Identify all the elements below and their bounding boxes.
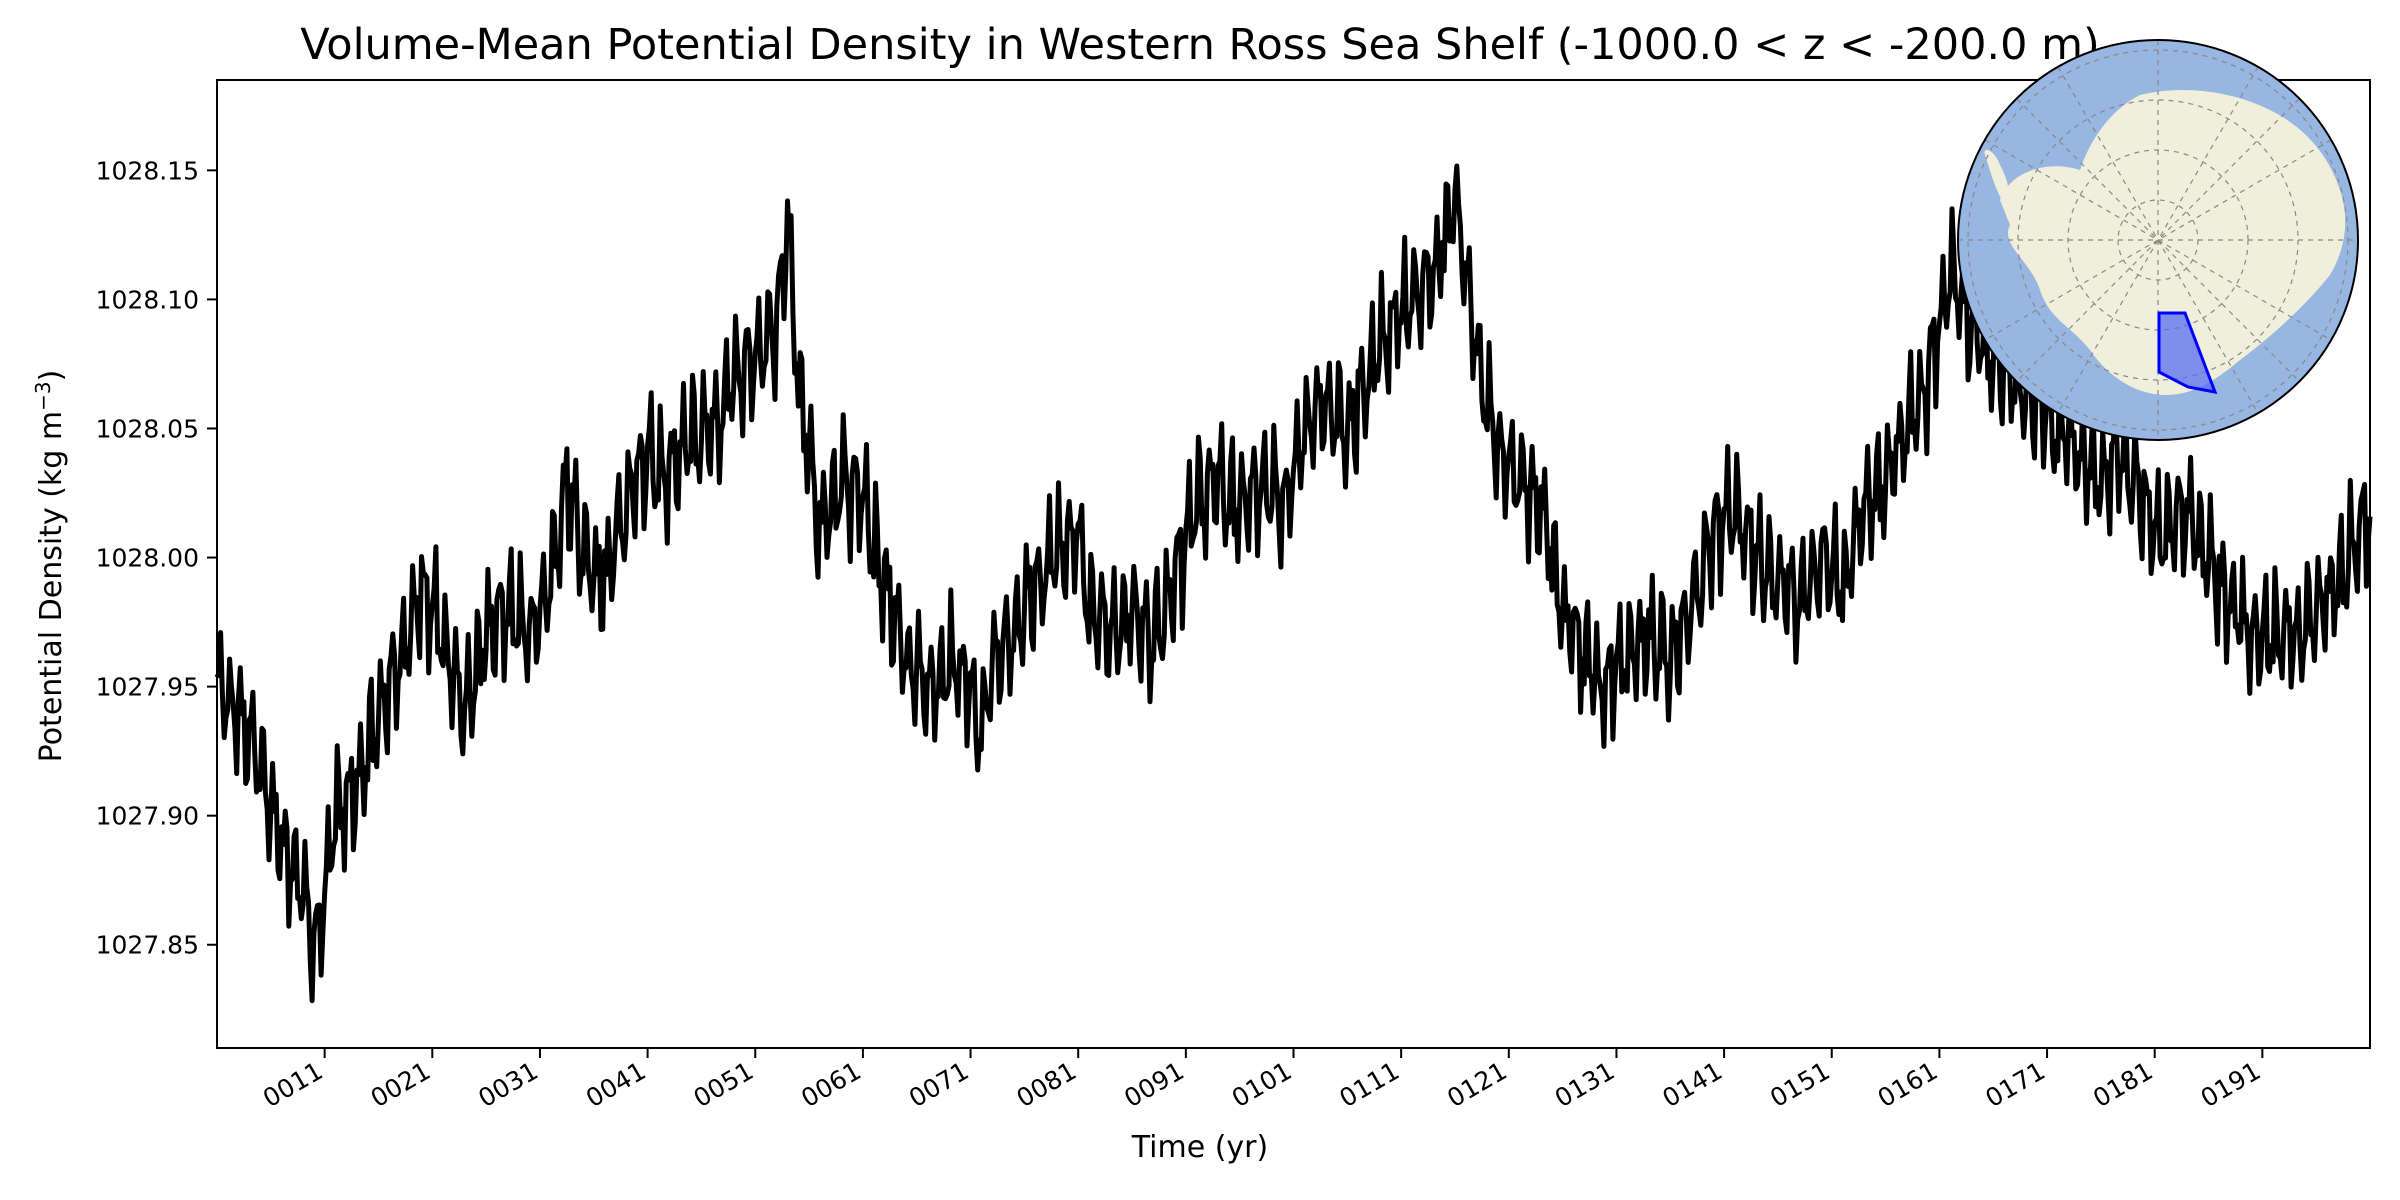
y-tick-label: 1027.95 bbox=[96, 673, 199, 702]
map-antarctic-peninsula bbox=[1984, 149, 2009, 205]
x-tick-label: 0081 bbox=[1012, 1056, 1082, 1113]
y-tick-label: 1028.05 bbox=[96, 414, 199, 443]
x-axis-ticks: 0011 0021 0031 0041 0051 0061 0071 0081 0091 0101… bbox=[258, 1048, 2265, 1113]
x-tick-label: 0091 bbox=[1119, 1056, 1189, 1113]
y-tick-label: 1028.15 bbox=[96, 156, 199, 185]
x-tick-label: 0041 bbox=[581, 1056, 651, 1113]
y-axis-ticks: 1027.85 1027.90 1027.95 1028.00 1028.05 1028.… bbox=[96, 156, 217, 960]
chart-title: Volume-Mean Potential Density in Western… bbox=[300, 20, 2100, 70]
y-tick-label: 1028.10 bbox=[96, 285, 199, 314]
y-tick-label: 1028.00 bbox=[96, 544, 199, 573]
x-tick-label: 0121 bbox=[1442, 1056, 1512, 1113]
x-tick-label: 0141 bbox=[1657, 1056, 1727, 1113]
x-tick-label: 0111 bbox=[1335, 1056, 1405, 1113]
map-border bbox=[1957, 39, 2359, 441]
x-tick-label: 0061 bbox=[796, 1056, 866, 1113]
x-axis-label: Time (yr) bbox=[1131, 1130, 1269, 1165]
y-tick-label: 1027.90 bbox=[96, 802, 199, 831]
y-tick-label: 1027.85 bbox=[96, 931, 199, 960]
x-tick-label: 0021 bbox=[366, 1056, 436, 1113]
x-tick-label: 0031 bbox=[473, 1056, 543, 1113]
density-series-line bbox=[214, 163, 2373, 1004]
x-tick-label: 0191 bbox=[2196, 1056, 2266, 1113]
x-tick-label: 0071 bbox=[904, 1056, 974, 1113]
x-tick-label: 0161 bbox=[1873, 1056, 1943, 1113]
series-layer bbox=[214, 163, 2373, 1004]
plot-frame bbox=[216, 79, 2371, 1049]
x-tick-label: 0131 bbox=[1550, 1056, 1620, 1113]
x-tick-label: 0171 bbox=[1980, 1056, 2050, 1113]
x-tick-label: 0051 bbox=[689, 1056, 759, 1113]
map-graticule bbox=[1958, 40, 2358, 440]
x-tick-label: 0181 bbox=[2088, 1056, 2158, 1113]
x-tick-label: 0011 bbox=[258, 1056, 328, 1113]
x-tick-label: 0101 bbox=[1227, 1056, 1297, 1113]
map-antarctica-land bbox=[2000, 90, 2346, 395]
x-tick-label: 0151 bbox=[1765, 1056, 1835, 1113]
map-region-western-ross-shelf bbox=[2157, 311, 2218, 394]
inset-map bbox=[1957, 39, 2359, 441]
